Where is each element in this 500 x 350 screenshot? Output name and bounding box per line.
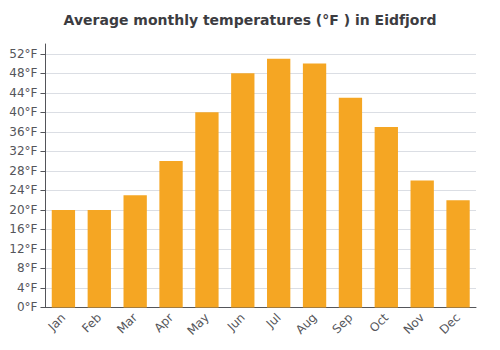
svg-text:40°F: 40°F — [9, 105, 37, 119]
svg-text:Aug: Aug — [293, 311, 319, 337]
svg-text:Sep: Sep — [330, 311, 356, 337]
svg-text:4°F: 4°F — [17, 281, 38, 295]
svg-text:52°F: 52°F — [9, 47, 37, 61]
svg-text:Dec: Dec — [437, 311, 463, 337]
svg-text:0°F: 0°F — [17, 300, 38, 314]
svg-text:Jan: Jan — [45, 311, 69, 335]
svg-text:32°F: 32°F — [9, 144, 37, 158]
svg-text:20°F: 20°F — [9, 203, 37, 217]
svg-text:12°F: 12°F — [9, 242, 37, 256]
svg-text:48°F: 48°F — [9, 66, 37, 80]
svg-text:36°F: 36°F — [9, 125, 37, 139]
svg-text:Feb: Feb — [79, 311, 104, 336]
svg-text:Oct: Oct — [367, 310, 392, 335]
svg-text:16°F: 16°F — [9, 222, 37, 236]
svg-text:Jun: Jun — [224, 311, 248, 335]
svg-text:28°F: 28°F — [9, 164, 37, 178]
svg-text:Average monthly temperatures (: Average monthly temperatures (°F ) in Ei… — [64, 12, 437, 28]
svg-text:8°F: 8°F — [17, 261, 38, 275]
svg-text:24°F: 24°F — [9, 183, 37, 197]
svg-text:Jul: Jul — [263, 311, 284, 332]
svg-text:Nov: Nov — [401, 311, 427, 337]
svg-text:May: May — [184, 311, 211, 338]
svg-text:Apr: Apr — [151, 310, 176, 335]
svg-text:Mar: Mar — [114, 310, 140, 336]
svg-text:44°F: 44°F — [9, 86, 37, 100]
